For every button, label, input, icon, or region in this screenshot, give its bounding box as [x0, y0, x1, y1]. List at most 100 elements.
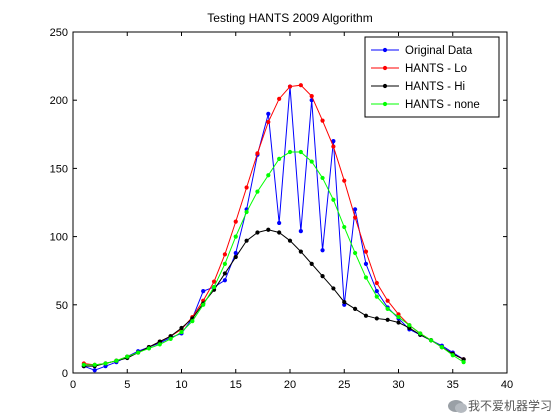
legend-marker: [382, 101, 388, 107]
x-tick-label: 20: [284, 379, 296, 391]
data-point: [407, 323, 412, 328]
x-tick-label: 10: [175, 379, 187, 391]
chart-title: Testing HANTS 2009 Algorithm: [207, 11, 372, 25]
data-point: [374, 280, 379, 286]
x-tick-label: 5: [124, 379, 130, 391]
data-point: [179, 325, 184, 331]
data-point: [201, 302, 206, 307]
data-point: [146, 346, 152, 351]
data-point: [320, 274, 325, 279]
data-point: [374, 294, 379, 299]
x-tick-label: 35: [447, 379, 459, 391]
data-point: [385, 306, 390, 311]
data-point: [201, 289, 206, 294]
data-point: [266, 111, 271, 116]
data-point: [266, 227, 271, 232]
data-point: [277, 220, 282, 226]
legend-item: HANTS - Lo: [371, 63, 467, 75]
data-point: [222, 278, 227, 283]
y-tick-label: 150: [50, 163, 68, 175]
data-point: [255, 230, 260, 235]
data-point: [374, 316, 379, 321]
data-point: [418, 331, 423, 336]
data-point: [353, 207, 358, 212]
legend-marker: [382, 83, 388, 89]
data-point: [298, 83, 303, 88]
data-point: [233, 234, 238, 239]
data-point: [125, 354, 130, 359]
data-point: [277, 230, 282, 235]
watermark: 我不爱机器学习: [447, 397, 552, 414]
data-point: [92, 362, 97, 367]
data-point: [374, 289, 379, 294]
data-point: [114, 358, 119, 363]
axes: 0 5 10 15 20 25 30 35 40 0 50 100 150 200 250: [50, 27, 513, 391]
watermark-text: 我不爱机器学习: [467, 399, 552, 413]
data-point: [277, 96, 282, 101]
legend-marker: [382, 65, 388, 71]
data-point: [342, 178, 347, 183]
data-point: [233, 250, 238, 256]
data-point: [439, 344, 444, 350]
data-point: [309, 261, 314, 266]
data-point: [244, 209, 249, 215]
series-line: [83, 86, 464, 371]
legend-item: Original Data: [371, 45, 473, 57]
data-point: [363, 275, 369, 280]
data-point: [353, 306, 358, 311]
series-4: [81, 149, 466, 367]
data-point: [211, 284, 217, 290]
data-point: [385, 317, 390, 322]
data-point: [320, 175, 325, 181]
y-tick-label: 0: [62, 368, 68, 380]
series-line: [83, 151, 464, 366]
data-point: [331, 286, 336, 291]
data-point: [320, 118, 325, 123]
data-point: [287, 149, 293, 155]
data-point: [298, 229, 303, 234]
data-point: [363, 313, 369, 318]
x-tick-label: 30: [392, 379, 404, 391]
data-point: [190, 319, 195, 324]
data-point: [136, 350, 141, 355]
data-point: [244, 238, 249, 243]
plot-area: [81, 83, 466, 373]
data-point: [255, 189, 260, 194]
data-point: [233, 219, 238, 224]
data-point: [298, 249, 303, 254]
data-point: [179, 329, 184, 335]
series-3: [81, 227, 466, 369]
y-tick-label: 100: [50, 232, 68, 244]
data-point: [255, 151, 260, 156]
x-tick-label: 0: [70, 379, 76, 391]
data-point: [287, 238, 293, 243]
data-point: [342, 299, 347, 305]
x-tick-label: 15: [230, 379, 242, 391]
data-point: [222, 271, 227, 276]
legend: Original Data HANTS - Lo HANTS - Hi HANTS -…: [364, 36, 500, 118]
data-point: [309, 159, 314, 164]
data-point: [287, 84, 293, 89]
data-point: [103, 361, 108, 366]
data-point: [353, 250, 358, 256]
data-point: [157, 342, 162, 347]
data-point: [363, 249, 369, 254]
data-point: [277, 156, 282, 161]
data-point: [396, 314, 401, 320]
data-point: [168, 336, 173, 341]
data-point: [428, 338, 434, 343]
data-point: [222, 252, 227, 257]
data-point: [211, 279, 217, 284]
legend-item: HANTS - Hi: [371, 81, 465, 93]
data-point: [342, 224, 347, 230]
data-point: [331, 197, 336, 202]
legend-label: Original Data: [405, 45, 473, 57]
data-point: [363, 261, 369, 266]
data-point: [396, 320, 401, 325]
data-point: [233, 254, 238, 260]
data-point: [385, 298, 390, 303]
data-point: [461, 359, 466, 365]
data-point: [92, 368, 97, 373]
data-point: [320, 248, 325, 253]
